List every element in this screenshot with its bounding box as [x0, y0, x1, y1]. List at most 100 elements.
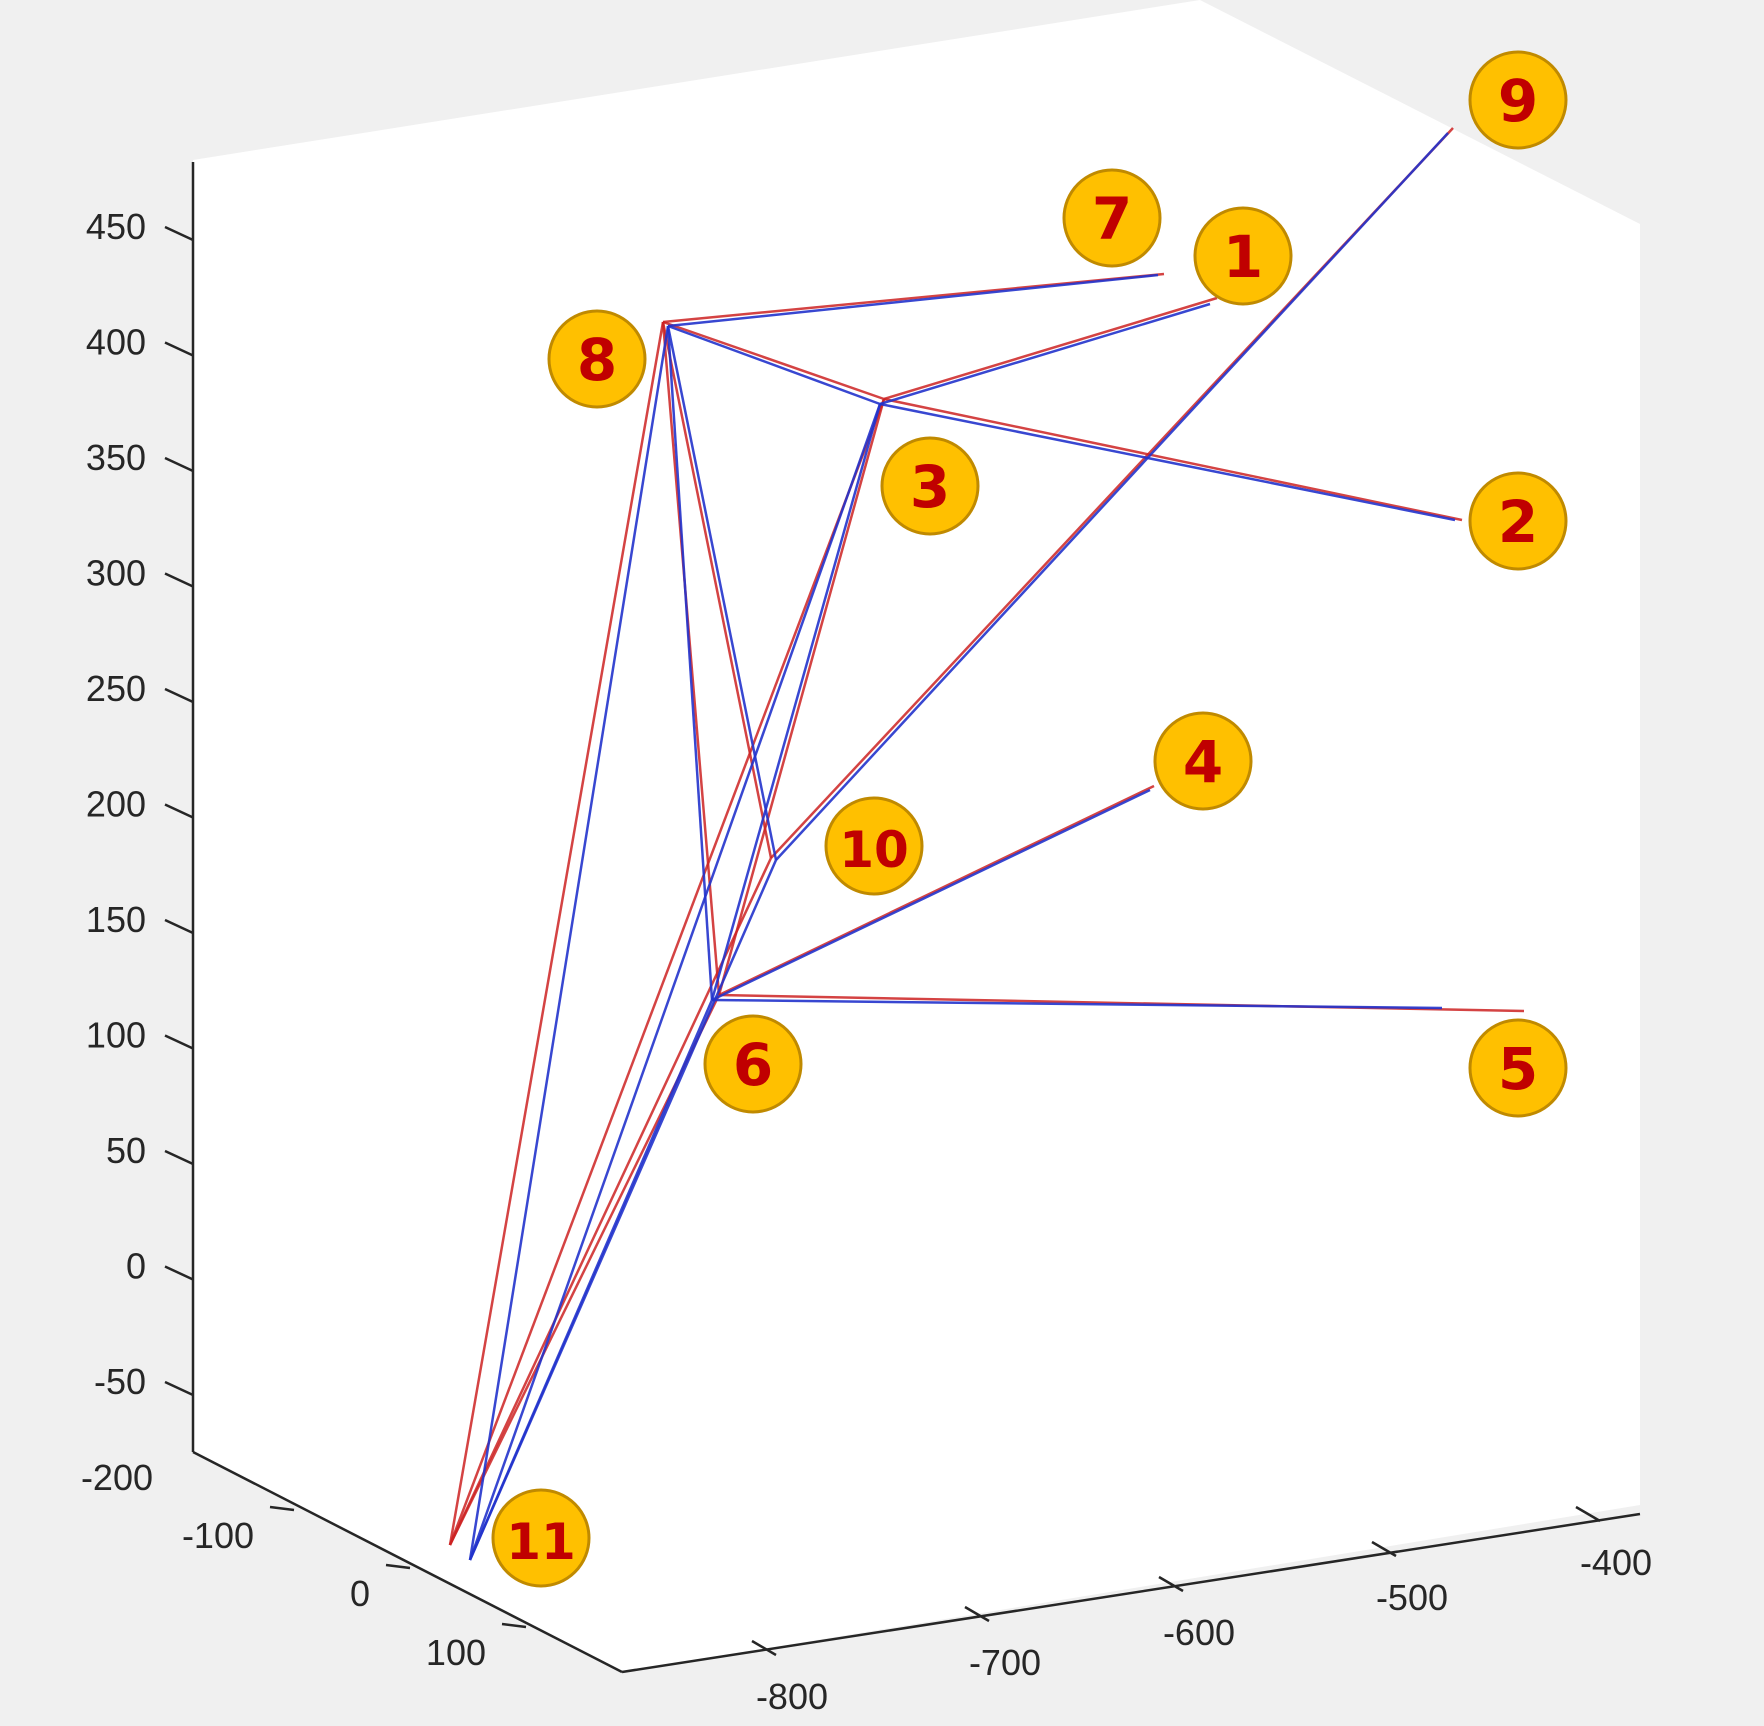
edge-line-series-a — [448, 857, 773, 1546]
y-axis-ticks: -200 -100 0 100 — [81, 1457, 527, 1673]
y-tick-label: 100 — [426, 1632, 486, 1673]
z-tick-mark — [164, 1265, 194, 1281]
z-tick-label: 200 — [86, 784, 146, 825]
node-badge-11: 11 — [491, 1488, 591, 1588]
z-tick-mark — [164, 572, 194, 588]
x-tick-mark — [1158, 1575, 1184, 1593]
z-tick-label: 250 — [86, 668, 146, 709]
edge-line-series-a — [883, 296, 1218, 401]
badge-circle — [491, 1488, 591, 1588]
z-tick-label: 450 — [86, 206, 146, 247]
edge-line-series-a — [448, 398, 886, 1546]
badge-label: 6 — [733, 1031, 773, 1099]
z-tick-label: -50 — [94, 1361, 146, 1402]
series-b-lines — [468, 132, 1456, 1561]
y-tick-mark — [385, 1563, 411, 1570]
edge-line-series-a — [717, 398, 886, 996]
edge-line-series-b — [666, 325, 714, 1001]
y-tick-label: 0 — [350, 1573, 370, 1614]
node-badge-8: 8 — [547, 309, 647, 409]
z-tick-mark — [164, 687, 194, 704]
badge-circle — [824, 796, 924, 896]
badge-label: 1 — [1223, 223, 1263, 291]
z-tick-label: 100 — [86, 1015, 146, 1056]
node-badge-10: 10 — [824, 796, 924, 896]
node-badge-4: 4 — [1153, 711, 1253, 811]
badge-label: 3 — [910, 453, 950, 521]
z-tick-label: 0 — [126, 1246, 146, 1287]
badge-label: 8 — [577, 326, 617, 394]
x-axis-line — [621, 1512, 1641, 1674]
node-badge-9: 9 — [1468, 50, 1568, 150]
edge-line-series-b — [667, 273, 1159, 328]
z-tick-label: 400 — [86, 322, 146, 363]
x-axis-ticks: -800 -700 -600 -500 -400 — [751, 1505, 1652, 1717]
badge-circle — [1193, 206, 1293, 306]
z-tick-mark — [164, 1380, 194, 1397]
z-tick-label: 50 — [106, 1130, 146, 1171]
badge-circle — [1468, 471, 1568, 571]
edge-line-series-b — [711, 788, 1151, 1002]
x-tick-label: -600 — [1163, 1612, 1235, 1653]
edge-line-series-a — [662, 320, 885, 401]
edge-line-series-a — [883, 397, 1463, 522]
edge-line-series-a — [718, 784, 1155, 997]
node-badges: 1 2 3 4 5 6 7 8 9 10 11 — [491, 50, 1568, 1588]
badge-label: 9 — [1498, 67, 1538, 135]
edge-line-series-b — [468, 859, 778, 1561]
x-tick-label: -400 — [1580, 1542, 1652, 1583]
edge-line-series-b — [879, 402, 1456, 522]
edge-line-series-b — [468, 325, 670, 1561]
z-tick-mark — [164, 456, 194, 473]
badge-circle — [703, 1014, 803, 1114]
y-tick-mark — [501, 1622, 527, 1629]
badge-label: 4 — [1183, 728, 1223, 796]
edge-line-series-a — [661, 321, 773, 859]
badge-circle — [1153, 711, 1253, 811]
x-tick-mark — [1371, 1540, 1397, 1558]
z-tick-label: 300 — [86, 553, 146, 594]
node-badge-1: 1 — [1193, 206, 1293, 306]
edge-line-series-b — [775, 132, 1449, 861]
z-tick-label: 150 — [86, 899, 146, 940]
z-tick-mark — [164, 918, 194, 935]
z-tick-mark — [164, 225, 194, 242]
edge-line-series-b — [710, 403, 882, 1001]
x-tick-mark — [964, 1605, 990, 1623]
node-badge-5: 5 — [1468, 1018, 1568, 1118]
node-badge-2: 2 — [1468, 471, 1568, 571]
y-tick-mark — [269, 1505, 295, 1512]
badge-label: 10 — [839, 821, 909, 879]
badge-circle — [1468, 1018, 1568, 1118]
x-tick-mark — [1575, 1505, 1601, 1523]
badge-label: 7 — [1092, 185, 1132, 253]
x-tick-label: -500 — [1376, 1577, 1448, 1618]
badge-circle — [547, 309, 647, 409]
node-badge-7: 7 — [1062, 168, 1162, 268]
z-tick-mark — [164, 341, 194, 357]
z-tick-mark — [164, 1149, 194, 1166]
z-axis-ticks: 450 400 350 300 250 200 150 100 50 0 -50 — [86, 206, 194, 1402]
y-tick-label: -200 — [81, 1457, 153, 1498]
badge-label: 11 — [506, 1513, 576, 1571]
edge-line-series-b — [711, 998, 1443, 1010]
badge-circle — [1468, 50, 1568, 150]
z-tick-mark — [164, 803, 194, 819]
x-tick-label: -800 — [756, 1676, 828, 1717]
badge-circle — [880, 436, 980, 536]
node-badge-3: 3 — [880, 436, 980, 536]
z-tick-mark — [164, 1034, 194, 1050]
y-axis-line — [192, 1450, 623, 1674]
node-badge-6: 6 — [703, 1014, 803, 1114]
x-tick-mark — [751, 1639, 777, 1657]
y-tick-label: -100 — [182, 1515, 254, 1556]
edge-line-series-b — [468, 403, 882, 1561]
edge-line-series-a — [448, 321, 665, 1546]
axis-lines — [191, 162, 1641, 1674]
x-tick-label: -700 — [969, 1642, 1041, 1683]
edge-line-series-b — [666, 325, 778, 861]
badge-label: 5 — [1498, 1035, 1538, 1103]
badge-label: 2 — [1498, 488, 1538, 556]
edge-line-series-b — [879, 302, 1211, 406]
